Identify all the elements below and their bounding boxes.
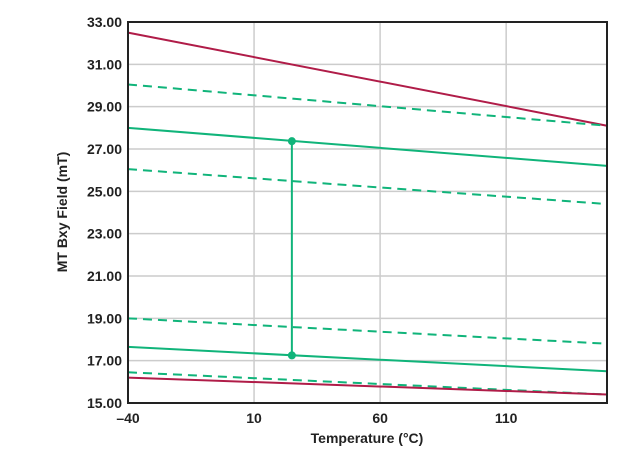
x-tick-label: –40 xyxy=(116,410,140,426)
series-line-3-green-dashed xyxy=(127,168,608,206)
y-tick-label: 31.00 xyxy=(87,56,122,72)
y-tick-label: 25.00 xyxy=(87,183,122,199)
series-line-6-green-dashed xyxy=(127,371,608,396)
y-tick-label: 15.00 xyxy=(87,395,122,411)
x-tick-label: 10 xyxy=(246,410,262,426)
y-tick-label: 23.00 xyxy=(87,226,122,242)
y-tick-label: 27.00 xyxy=(87,141,122,157)
y-tick-label: 17.00 xyxy=(87,353,122,369)
x-tick-label: 110 xyxy=(495,410,518,426)
plot-frame xyxy=(127,21,608,404)
tick-labels: 15.00 17.00 19.00 21.00 23.00 25.00 27.00 29.00… xyxy=(87,14,518,426)
series-line-4-green-dashed xyxy=(127,317,608,345)
y-tick-label: 19.00 xyxy=(87,310,122,326)
series-line-5-green-solid xyxy=(127,345,608,373)
y-tick-label: 21.00 xyxy=(87,268,122,284)
range-marker-point xyxy=(287,351,296,360)
series-lines xyxy=(127,31,608,396)
y-tick-label: 29.00 xyxy=(87,99,122,115)
x-axis-label: Temperature (°C) xyxy=(311,430,424,446)
series-line-7-red-solid xyxy=(127,376,608,396)
series-line-0-red-solid xyxy=(127,31,608,127)
series-line-1-green-dashed xyxy=(127,83,608,127)
series-line-2-green-solid xyxy=(127,126,608,167)
y-tick-label: 33.00 xyxy=(87,14,122,30)
y-axis-label: MT Bxy Field (mT) xyxy=(54,152,70,273)
range-marker-point xyxy=(287,137,296,146)
x-tick-label: 60 xyxy=(372,410,388,426)
